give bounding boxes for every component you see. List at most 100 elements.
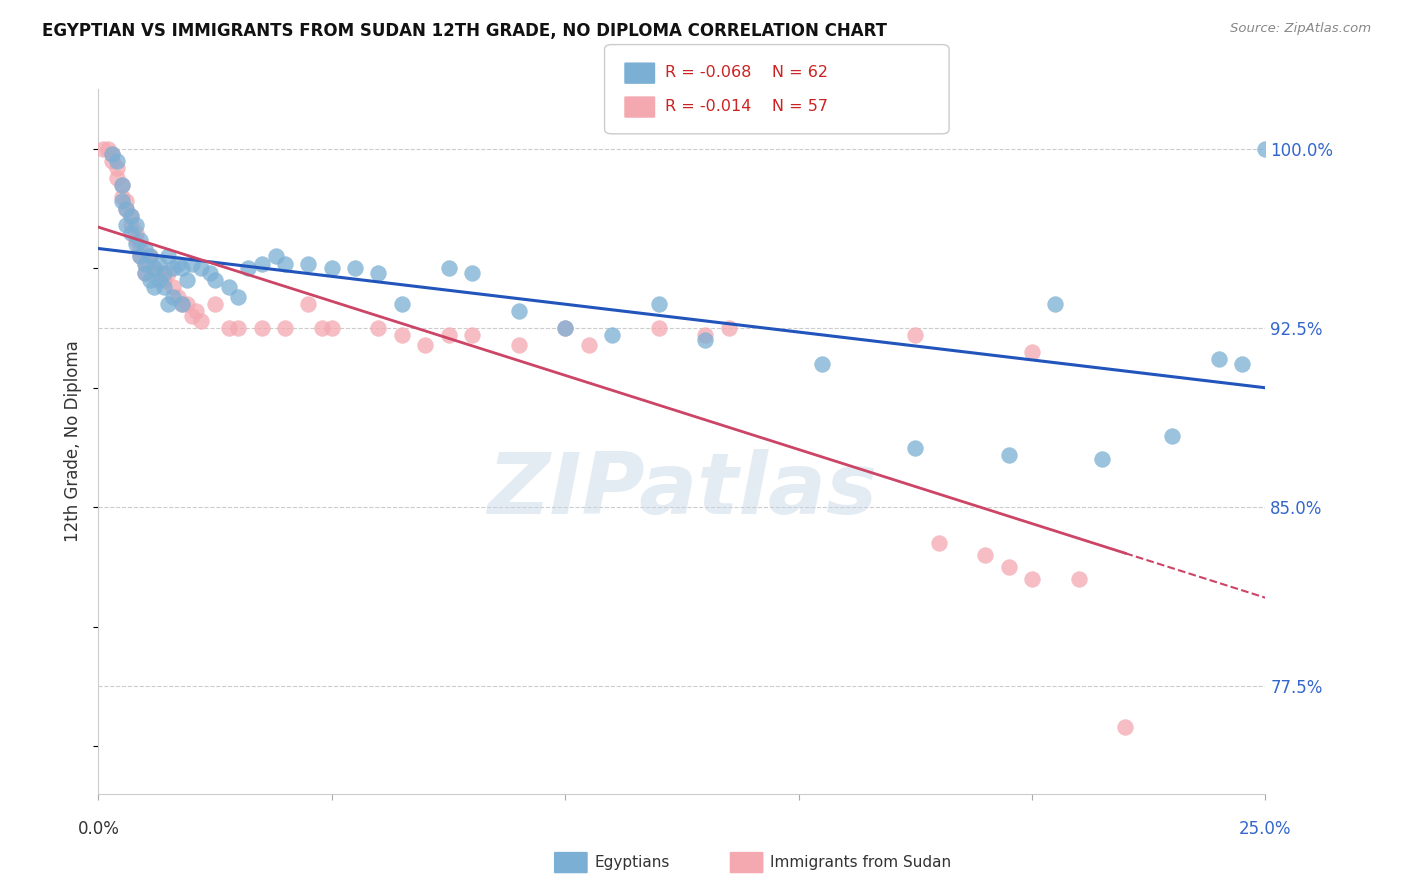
Point <box>578 338 600 352</box>
Point <box>367 266 389 280</box>
Point <box>172 261 194 276</box>
Point <box>180 256 202 270</box>
Point <box>190 314 212 328</box>
Point <box>125 226 148 240</box>
Point <box>508 338 530 352</box>
Point <box>321 321 343 335</box>
Point <box>134 266 156 280</box>
Point <box>204 297 226 311</box>
Point <box>928 536 950 550</box>
Point <box>554 321 576 335</box>
Point <box>91 142 114 156</box>
Text: R = -0.014    N = 57: R = -0.014 N = 57 <box>665 99 828 113</box>
Point <box>134 256 156 270</box>
Point <box>695 328 717 343</box>
Point <box>180 309 202 323</box>
Point <box>1045 297 1067 311</box>
Point <box>717 321 740 335</box>
Point <box>204 273 226 287</box>
Point <box>148 256 170 270</box>
Point <box>437 328 460 343</box>
Point <box>129 233 152 247</box>
Point <box>274 256 297 270</box>
Point <box>129 249 152 263</box>
Point <box>250 256 273 270</box>
Point <box>997 448 1019 462</box>
Point <box>461 266 484 280</box>
Point <box>200 266 222 280</box>
Point <box>162 290 184 304</box>
Point <box>129 249 152 263</box>
Point <box>152 280 174 294</box>
Point <box>297 256 319 270</box>
Point <box>1021 345 1043 359</box>
Point <box>162 261 184 276</box>
Point <box>166 256 188 270</box>
Point <box>148 266 170 280</box>
Point <box>997 560 1019 574</box>
Point <box>125 233 148 247</box>
Point <box>111 178 134 192</box>
Point <box>647 321 669 335</box>
Point <box>129 242 152 256</box>
Point <box>904 328 927 343</box>
Text: EGYPTIAN VS IMMIGRANTS FROM SUDAN 12TH GRADE, NO DIPLOMA CORRELATION CHART: EGYPTIAN VS IMMIGRANTS FROM SUDAN 12TH G… <box>42 22 887 40</box>
Point <box>115 194 138 209</box>
Point <box>134 242 156 256</box>
Point <box>101 153 124 168</box>
Point <box>139 249 162 263</box>
Point <box>264 249 287 263</box>
Point <box>186 304 208 318</box>
Point <box>115 219 138 233</box>
Point <box>274 321 297 335</box>
Point <box>508 304 530 318</box>
Point <box>647 297 669 311</box>
Text: R = -0.068    N = 62: R = -0.068 N = 62 <box>665 65 828 79</box>
Point <box>695 333 717 347</box>
Point <box>176 273 198 287</box>
Point <box>97 142 120 156</box>
Point <box>176 297 198 311</box>
Point <box>172 297 194 311</box>
Point <box>904 441 927 455</box>
Point <box>1208 352 1230 367</box>
Point <box>1230 357 1253 371</box>
Point <box>134 256 156 270</box>
Point <box>1067 572 1090 586</box>
Text: 0.0%: 0.0% <box>77 820 120 838</box>
Y-axis label: 12th Grade, No Diploma: 12th Grade, No Diploma <box>65 341 83 542</box>
Text: 25.0%: 25.0% <box>1239 820 1292 838</box>
Point <box>413 338 436 352</box>
Point <box>111 178 134 192</box>
Point <box>162 280 184 294</box>
Point <box>115 202 138 216</box>
Point <box>105 170 128 185</box>
Point <box>974 548 997 562</box>
Point <box>218 280 240 294</box>
Point <box>143 280 166 294</box>
Point <box>554 321 576 335</box>
Point <box>120 209 142 223</box>
Point <box>391 297 413 311</box>
Point <box>236 261 259 276</box>
Point <box>1091 452 1114 467</box>
Point <box>105 153 128 168</box>
Point <box>157 249 180 263</box>
Point <box>1161 428 1184 442</box>
Point <box>125 219 148 233</box>
Point <box>391 328 413 343</box>
Point <box>148 273 170 287</box>
Point <box>1021 572 1043 586</box>
Point <box>115 202 138 216</box>
Point <box>120 209 142 223</box>
Point <box>461 328 484 343</box>
Point <box>297 297 319 311</box>
Point <box>120 226 142 240</box>
Point <box>321 261 343 276</box>
Text: Source: ZipAtlas.com: Source: ZipAtlas.com <box>1230 22 1371 36</box>
Point <box>101 146 124 161</box>
Point <box>344 261 367 276</box>
Point <box>134 266 156 280</box>
Point <box>152 266 174 280</box>
Point <box>600 328 623 343</box>
